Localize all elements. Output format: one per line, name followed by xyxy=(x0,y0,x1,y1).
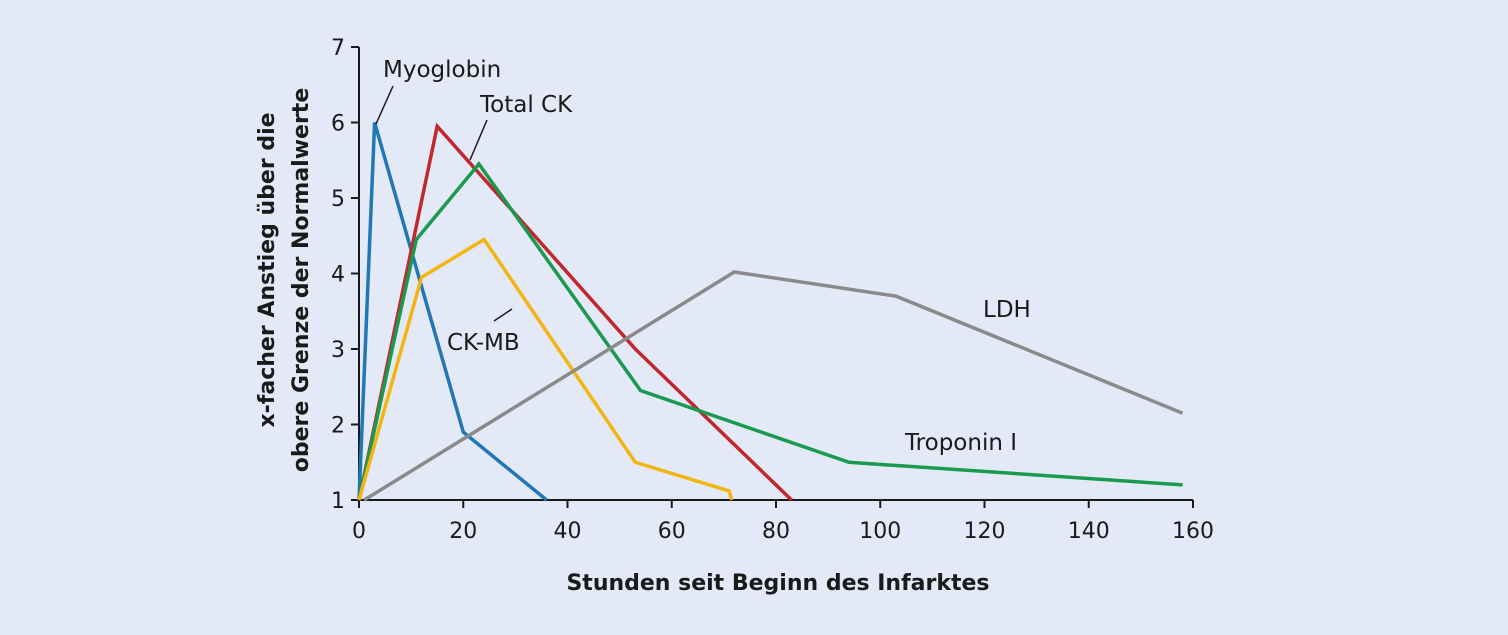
series-line-ck-mb xyxy=(357,237,734,501)
x-tick-label: 60 xyxy=(658,519,686,544)
y-tick-label: 2 xyxy=(331,414,345,439)
series-label-total-ck: Total CK xyxy=(479,92,573,118)
series-label-myoglobin: Myoglobin xyxy=(383,57,501,83)
y-tick-label: 6 xyxy=(331,112,345,137)
y-axis-title-line-2: obere Grenze der Normalwerte xyxy=(289,88,314,472)
series-line-total-ck xyxy=(357,122,793,502)
x-axis-title: Stunden seit Beginn des Infarktes xyxy=(566,571,989,596)
x-tick-label: 100 xyxy=(859,519,901,544)
series-label-ldh: LDH xyxy=(983,297,1031,323)
x-tick-label: 160 xyxy=(1172,519,1214,544)
x-tick-label: 140 xyxy=(1068,519,1110,544)
series-line-troponin-i xyxy=(357,161,1183,501)
x-tick-label: 0 xyxy=(352,519,366,544)
leader-line-myoglobin xyxy=(375,85,394,125)
leader-line-total-ck xyxy=(469,119,488,161)
x-tick-label: 80 xyxy=(762,519,790,544)
x-tick-label: 120 xyxy=(964,519,1006,544)
series-line-myoglobin xyxy=(357,122,548,502)
y-tick-label: 3 xyxy=(331,338,345,363)
series-label-ck-mb: CK-MB xyxy=(447,330,520,356)
x-tick-label: 20 xyxy=(449,519,477,544)
series-line-ldh xyxy=(363,270,1184,502)
y-tick-label: 1 xyxy=(331,489,345,514)
series-label-troponin-i: Troponin I xyxy=(904,430,1017,456)
y-tick-label: 5 xyxy=(331,187,345,212)
leader-line-ck-mb xyxy=(493,308,513,322)
y-tick-label: 7 xyxy=(331,36,345,61)
y-axis-title-line-1: x-facher Anstieg über die xyxy=(255,112,280,427)
y-tick-label: 4 xyxy=(331,263,345,288)
x-tick-label: 40 xyxy=(554,519,582,544)
